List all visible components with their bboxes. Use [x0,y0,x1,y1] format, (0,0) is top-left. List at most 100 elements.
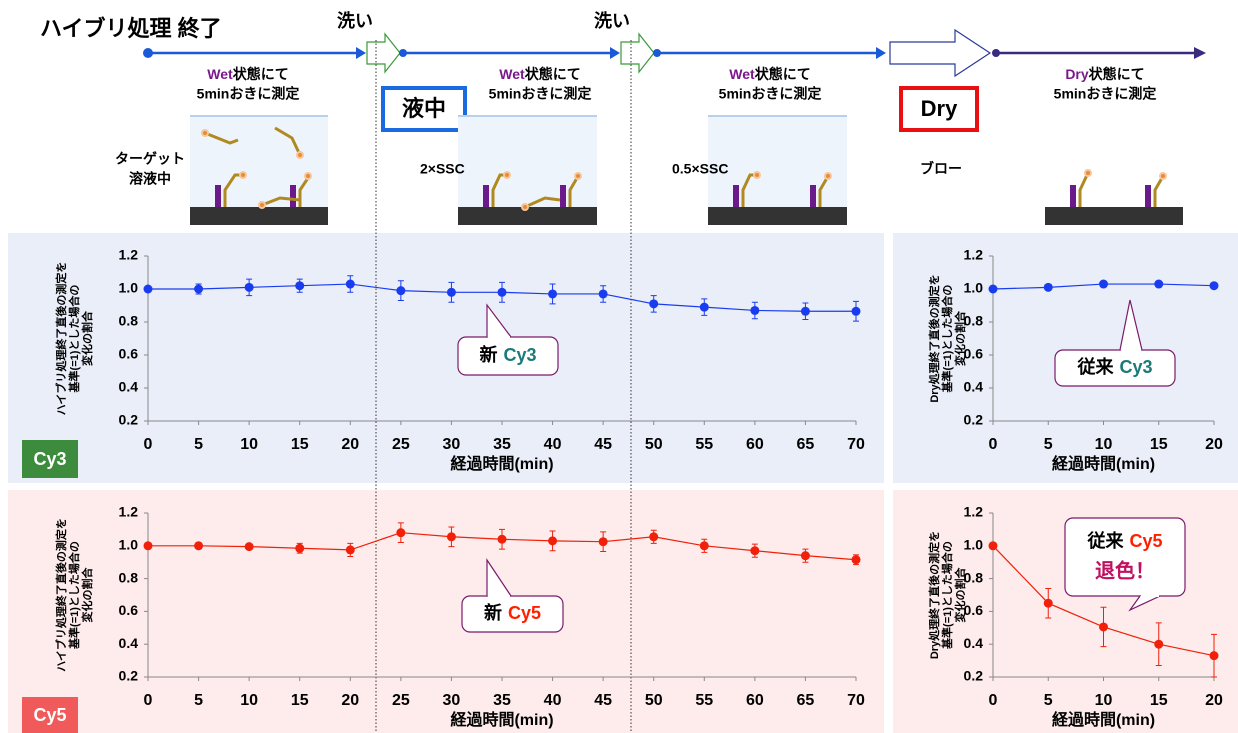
step-mode: Wet [207,66,233,82]
data-point [1154,639,1164,649]
y-tick-label: 1.0 [964,537,984,553]
x-tick-label: 40 [544,436,562,453]
x-tick-label: 15 [1150,692,1168,709]
step-text: 状態にて [755,66,811,82]
panel-badge [22,440,78,478]
condition-label: ターゲット [115,151,185,167]
data-point [1154,279,1164,289]
callout-text: 新 Cy3 [479,344,536,365]
dividers [375,40,632,733]
y-axis-label: 基準(=1)とした場合の [67,285,81,394]
x-tick-label: 35 [493,692,511,709]
y-tick-label: 1.2 [119,504,139,520]
y-tick-label: 0.6 [964,346,984,362]
data-point [497,287,507,297]
y-tick-label: 0.6 [964,602,984,618]
y-axis-label: Dry処理終了直後の測定を [927,531,941,659]
x-tick-label: 5 [1044,436,1053,453]
data-point [548,536,558,546]
x-tick-label: 20 [1205,692,1223,709]
x-axis-label: 経過時間(min) [1052,454,1155,473]
callout-highlight: Cy3 [1119,357,1152,377]
y-tick-label: 0.6 [119,602,139,618]
x-tick-label: 55 [695,436,713,453]
y-tick-label: 0.2 [964,412,984,428]
x-tick-label: 25 [392,692,410,709]
y-tick-label: 0.2 [119,412,139,428]
x-tick-label: 50 [645,436,663,453]
y-axis-label: 変化の割合 [80,567,94,623]
y-tick-label: 0.4 [119,379,139,395]
x-tick-label: 0 [989,436,998,453]
state-label: 液中 [402,96,446,121]
x-tick-label: 30 [443,436,461,453]
callout-highlight: Cy5 [508,603,541,623]
x-tick-label: 35 [493,436,511,453]
data-point [1043,598,1053,608]
step-text: 状態にて [233,66,289,82]
title: ハイブリ処理 終了 [40,16,222,41]
y-tick-label: 0.8 [119,569,139,585]
data-point [1099,622,1108,632]
data-point [598,537,608,547]
data-point [598,289,608,299]
x-tick-label: 60 [746,692,764,709]
data-point [699,541,709,551]
data-point [143,541,153,551]
data-point [1209,651,1219,661]
condition-label: 溶液中 [129,171,171,187]
wash-label: 洗い [594,10,630,31]
x-tick-label: 0 [144,436,153,453]
y-tick-label: 0.2 [119,668,139,684]
x-tick-label: 55 [695,692,713,709]
condition-label: ブロー [920,161,962,177]
callout-prefix: 従来 [1086,530,1124,551]
data-point [750,546,760,556]
x-tick-label: 60 [746,436,764,453]
y-tick-label: 0.4 [964,635,984,651]
callout-tail [486,558,512,597]
data-point [194,284,204,294]
y-axis-label: ハイブリ処理終了直後の測定を [54,262,68,416]
x-tick-label: 15 [291,436,309,453]
x-tick-label: 10 [240,436,258,453]
panel-badge [22,697,78,733]
callout-prefix: 新 [479,344,497,365]
data-point [649,299,659,309]
callout [461,595,564,633]
y-axis-label: 変化の割合 [953,567,967,623]
callout [1064,517,1186,597]
callout-tail [1128,595,1161,612]
data-point [1209,281,1219,291]
x-tick-label: 15 [291,692,309,709]
y-tick-label: 0.2 [964,668,984,684]
x-tick-label: 15 [1150,436,1168,453]
y-tick-label: 0.4 [964,379,984,395]
step-mode: Wet [499,66,525,82]
data-point [548,289,558,299]
x-tick-label: 70 [847,436,865,453]
x-tick-label: 45 [594,436,612,453]
condition-label: 0.5×SSC [672,161,728,177]
x-tick-label: 10 [1095,436,1113,453]
x-tick-label: 20 [1205,436,1223,453]
data-point [244,542,254,552]
x-tick-label: 5 [194,692,203,709]
y-tick-label: 1.0 [119,537,139,553]
data-point [851,555,861,565]
step-detail: 5minおきに測定 [489,86,592,102]
callout-text: 新 Cy5 [484,602,541,623]
wash-label: 洗い [337,10,373,31]
data-point [750,305,760,315]
x-tick-label: 20 [341,692,359,709]
data-point [699,302,709,312]
step-label: Wet状態にて [207,66,288,82]
data-point [446,532,456,542]
y-tick-label: 1.0 [119,280,139,296]
x-tick-label: 20 [341,436,359,453]
data-point [396,528,406,538]
x-tick-label: 0 [989,692,998,709]
y-axis-label: 変化の割合 [80,310,94,366]
x-tick-label: 5 [1044,692,1053,709]
